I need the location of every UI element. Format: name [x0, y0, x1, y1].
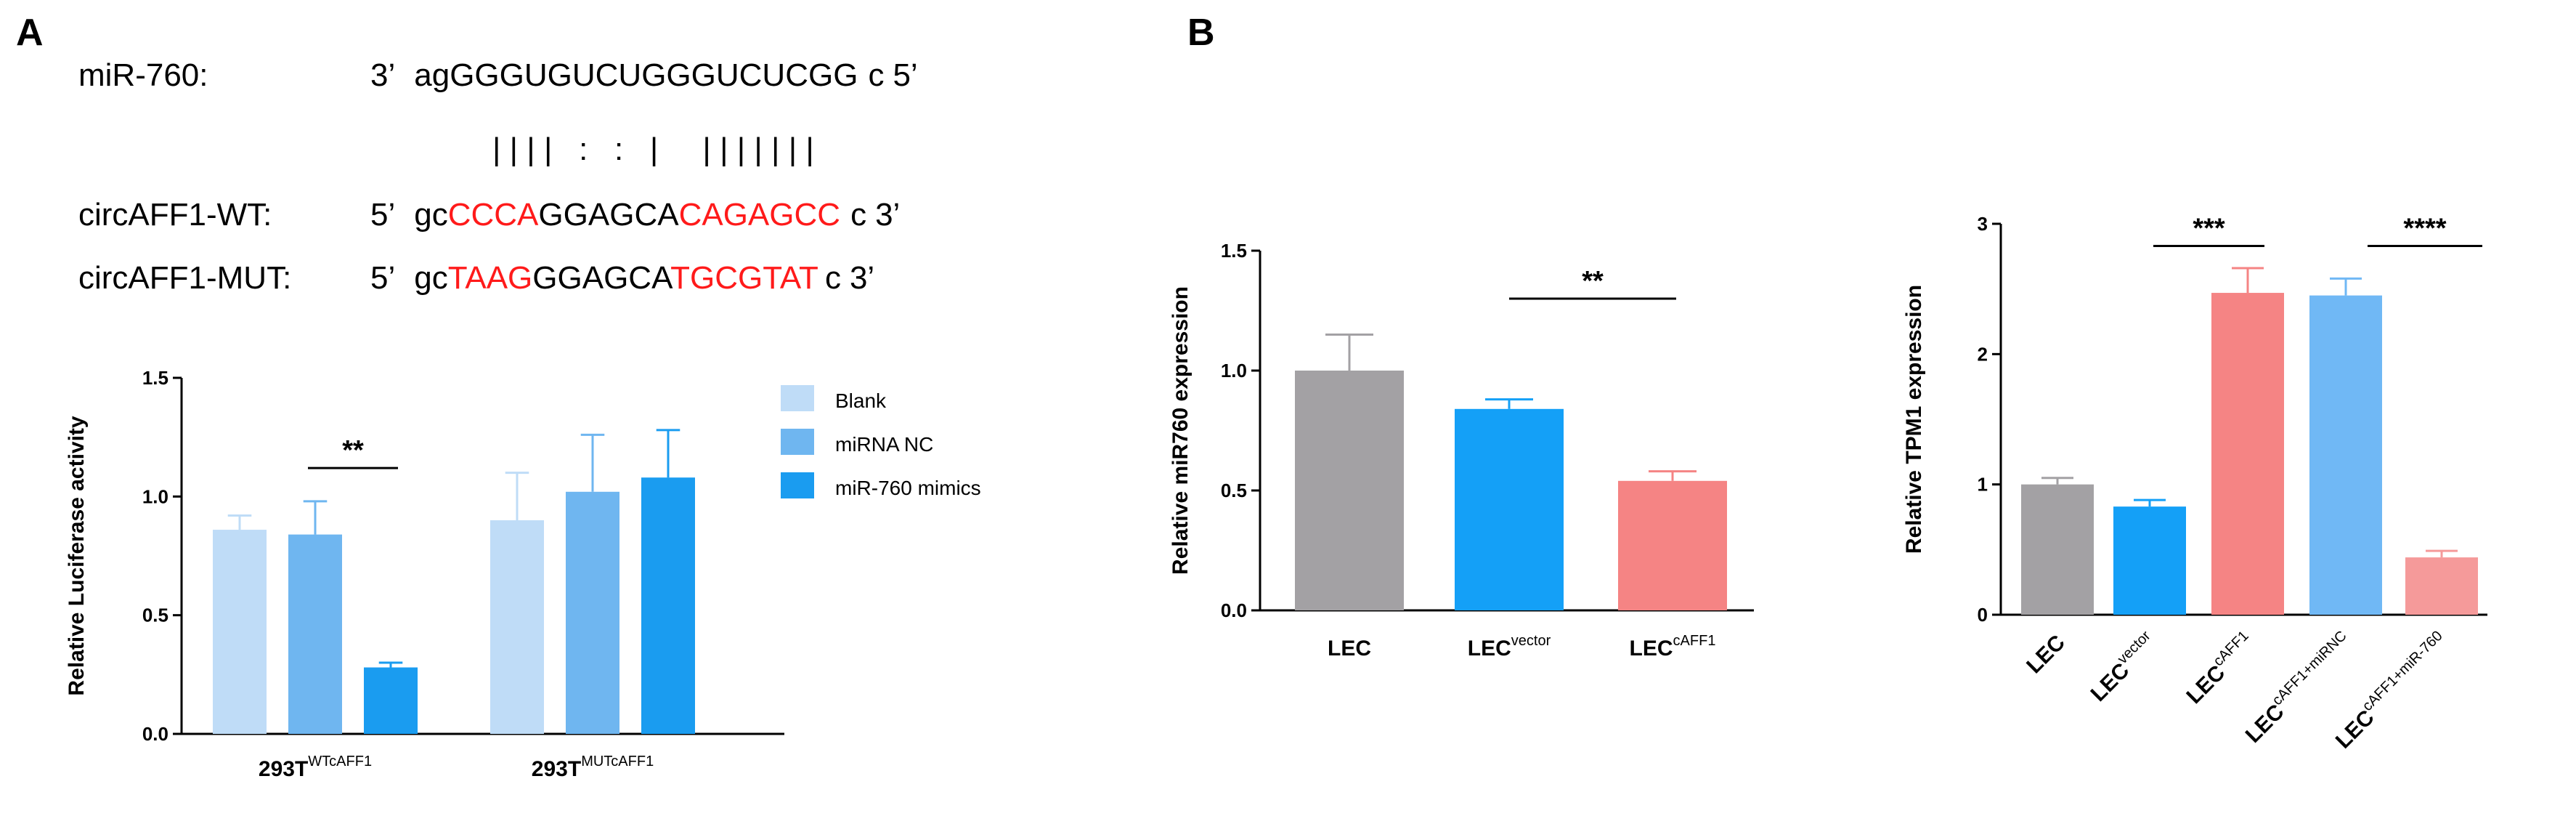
y-axis-title: Relative TPM1 expression [1902, 285, 1926, 554]
bar-blank-group-1 [213, 530, 267, 734]
wt-sequence: 5’ gcCCCAGGAGCACAGAGCC c 3’ [370, 197, 900, 233]
bar-tpm1-caff1-mir-760 [2405, 557, 2478, 615]
wt-prefix: 5’ [370, 197, 395, 233]
bar-tpm1-lec [2021, 484, 2094, 615]
mut-mid: GGAGCA [532, 260, 673, 296]
y-axis-title: Relative Luciferase activity [65, 416, 89, 696]
bar-mir-760-mimics-group-1 [364, 667, 418, 734]
mir760-chart: 0.0 0.5 1.0 1.5 Relative miR760 expression LE… [1169, 240, 1754, 661]
significance-mir760-label: ** [1582, 266, 1604, 296]
x-category-label-sup: vector [2115, 628, 2154, 667]
mut-suffix: 3’ [850, 260, 874, 296]
mut-lower-3: c [825, 260, 841, 296]
wt-lower-3: c [850, 197, 866, 233]
bar-tpm1-vector [2113, 506, 2186, 615]
x-category-label: LECvector [2084, 628, 2162, 706]
wt-seed-2: CAGAGCC [679, 197, 840, 233]
legend-swatch [781, 385, 814, 411]
tpm1-chart: 0 1 2 3 Relative TPM1 expression LEC LECvector… [1902, 213, 2487, 754]
x-category-label: LECcAFF1+miR-760 [2328, 628, 2454, 754]
mir-lower-5: ag [414, 57, 450, 93]
x-category-label: LEC [2022, 631, 2070, 679]
mir-lower-3: c [868, 57, 884, 93]
x-category-label-base: LEC [1328, 637, 1371, 661]
wt-lower-5: gc [414, 197, 447, 233]
y-tick-label: 1.5 [1221, 240, 1247, 262]
y-tick-label: 0.0 [142, 723, 168, 745]
x-category-label-sup: WTcAFF1 [308, 754, 372, 769]
x-category-label-sup: cAFF1 [1673, 633, 1716, 649]
y-tick-label: 1 [1978, 474, 1988, 496]
bar-mir760-cAFF1 [1618, 480, 1727, 610]
y-tick-label: 1.0 [142, 485, 168, 507]
x-category-label-base: LEC [1630, 637, 1673, 661]
mut-prefix: 5’ [370, 260, 395, 296]
y-tick-label: 1.0 [1221, 360, 1247, 381]
legend-swatch [781, 472, 814, 498]
y-tick-label: 0.5 [1221, 480, 1247, 501]
pairing-lines: | | | | : : | | | | | | | | [492, 132, 814, 167]
x-category-label-sup: cAFF1+miRNC [2270, 628, 2350, 708]
x-category-label-sup: cAFF1+miR-760 [2360, 628, 2446, 714]
mut-lower-5: gc [414, 260, 447, 296]
panel-label-b: B [1187, 12, 1215, 54]
significance-tpm1-a-label: *** [2193, 213, 2225, 243]
y-axis-title: Relative miR760 expression [1169, 286, 1192, 575]
mir-label: miR-760: [78, 57, 208, 93]
x-category-label-base: LEC [1468, 637, 1511, 661]
bar-blank-group-2 [490, 520, 544, 734]
bar-mir-760-mimics-group-2 [641, 477, 695, 734]
mir-sequence: 3’ agGGGUGUCUGGGUCUCGG c 5’ [370, 57, 918, 93]
mut-sequence: 5’ gcTAAGGGAGCATGCGTAT c 3’ [370, 260, 874, 296]
y-tick-label: 1.5 [142, 367, 168, 389]
mir-main: GGGUGUCUGGGUCUCGG [450, 57, 858, 93]
wt-label: circAFF1-WT: [78, 197, 272, 233]
y-tick-label: 0.0 [1221, 599, 1247, 621]
x-category-label-sup: MUTcAFF1 [581, 754, 654, 769]
x-category-label: 293TMUTcAFF1 [532, 754, 654, 781]
legend-label: miRNA NC [835, 433, 933, 456]
bar-tpm1-caff1 [2211, 293, 2284, 615]
mut-seed-1: TAAG [448, 260, 533, 296]
bar-tpm1-caff1-mirnc [2309, 295, 2382, 615]
x-category-label-base: 293T [259, 757, 308, 781]
significance-wt-label: ** [342, 435, 364, 466]
x-category-label: LEC [1328, 637, 1371, 661]
bar-mir760-lec [1295, 371, 1404, 610]
wt-suffix: 3’ [875, 197, 900, 233]
x-category-label: LECvector [1468, 633, 1551, 661]
legend-label: miR-760 mimics [835, 477, 981, 499]
legend-label: Blank [835, 389, 887, 412]
bar-mir760-vector [1455, 408, 1564, 610]
y-tick-label: 0 [1978, 604, 1988, 626]
mir-prefix: 3’ [370, 57, 395, 93]
mut-seed-2: TGCGTAT [670, 260, 818, 296]
y-tick-label: 3 [1978, 213, 1988, 235]
x-category-label: 293TWTcAFF1 [259, 754, 372, 781]
x-category-label-base: LEC [2022, 631, 2070, 679]
y-tick-label: 0.5 [142, 605, 168, 626]
x-category-label: LECcAFF1 [1630, 633, 1716, 661]
y-tick-label: 2 [1978, 343, 1988, 365]
mir-suffix: 5’ [893, 57, 917, 93]
legend-swatch [781, 429, 814, 455]
x-category-label-sup: cAFF1 [2210, 628, 2251, 669]
panel-label-a: A [16, 12, 44, 54]
significance-tpm1-b-label: **** [2403, 213, 2446, 243]
luciferase-chart: 0.0 0.5 1.0 1.5 Relative Luciferase activity… [65, 367, 981, 781]
x-category-label-sup: vector [1511, 633, 1551, 649]
wt-seed-1: CCCA [448, 197, 539, 233]
bar-mirna-nc-group-1 [288, 534, 342, 734]
sequence-alignment: miR-760: 3’ agGGGUGUCUGGGUCUCGG c 5’ | | | … [78, 57, 918, 296]
bar-mirna-nc-group-2 [566, 491, 619, 734]
x-category-label-base: 293T [532, 757, 581, 781]
x-category-label: LECcAFF1 [2179, 628, 2260, 708]
wt-mid: GGAGCA [538, 197, 679, 233]
mut-label: circAFF1-MUT: [78, 260, 291, 296]
